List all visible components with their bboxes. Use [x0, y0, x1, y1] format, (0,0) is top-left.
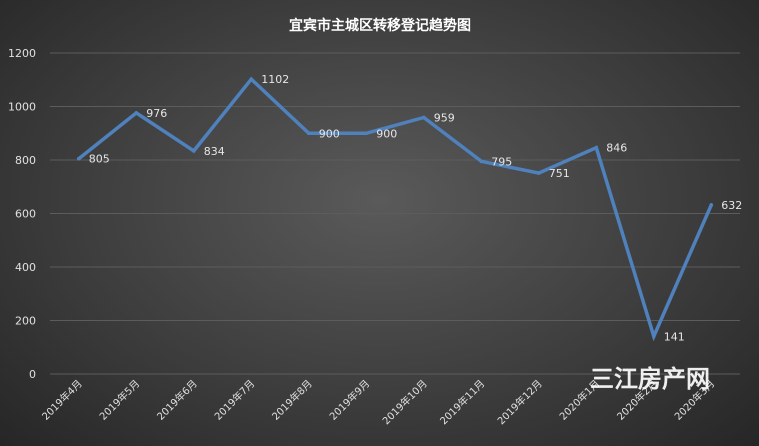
- data-point: [249, 77, 254, 82]
- x-tick-label: 2019年7月: [212, 377, 258, 423]
- data-point: [134, 111, 139, 115]
- data-point: [651, 334, 656, 339]
- y-tick-label: 200: [15, 315, 36, 328]
- y-tick-label: 800: [15, 154, 36, 167]
- data-label: 1102: [261, 73, 289, 86]
- series-layer: [76, 76, 714, 342]
- chart-title: 宜宾市主城区转移登记趋势图: [289, 17, 471, 34]
- x-tick-label: 2019年8月: [269, 377, 315, 423]
- data-point: [709, 203, 714, 207]
- data-label: 959: [434, 111, 455, 124]
- data-label: 900: [376, 127, 397, 140]
- data-point: [594, 145, 599, 150]
- data-label: 751: [549, 167, 570, 180]
- data-label: 632: [721, 199, 742, 212]
- data-point: [306, 131, 311, 136]
- y-tick-label: 0: [29, 368, 36, 381]
- data-labels: 805 976 834 1102 900 900 959 795 751 846 141 632: [89, 73, 743, 343]
- gridlines: [50, 52, 740, 375]
- y-tick-label: 1000: [8, 101, 36, 114]
- x-tick-label: 2019年11月: [437, 377, 487, 427]
- data-point: [479, 159, 484, 164]
- x-tick-label: 2019年12月: [495, 377, 545, 427]
- y-tick-label: 600: [15, 208, 36, 221]
- data-label: 834: [204, 145, 225, 158]
- data-label: 900: [319, 127, 340, 140]
- x-tick-label: 2019年6月: [154, 377, 200, 423]
- data-label: 976: [146, 107, 167, 120]
- data-label: 805: [89, 153, 110, 166]
- y-tick-label: 400: [15, 261, 36, 274]
- x-tick-label: 2019年5月: [97, 377, 143, 423]
- data-label: 846: [606, 142, 627, 155]
- data-point: [191, 149, 196, 153]
- data-label: 141: [664, 330, 685, 343]
- data-point: [421, 115, 426, 120]
- x-tick-label: 2019年9月: [327, 377, 373, 423]
- data-label: 795: [491, 155, 512, 168]
- watermark-text: 三江房产网: [590, 365, 710, 393]
- x-tick-label: 2019年10月: [380, 377, 430, 427]
- series-line: [77, 76, 714, 342]
- data-point: [76, 156, 81, 161]
- data-point: [364, 131, 369, 136]
- x-tick-label: 2019年4月: [39, 377, 85, 423]
- data-point: [536, 171, 541, 175]
- y-axis: 0 200 400 600 800 1000 1200: [8, 47, 36, 381]
- y-tick-label: 1200: [8, 47, 36, 60]
